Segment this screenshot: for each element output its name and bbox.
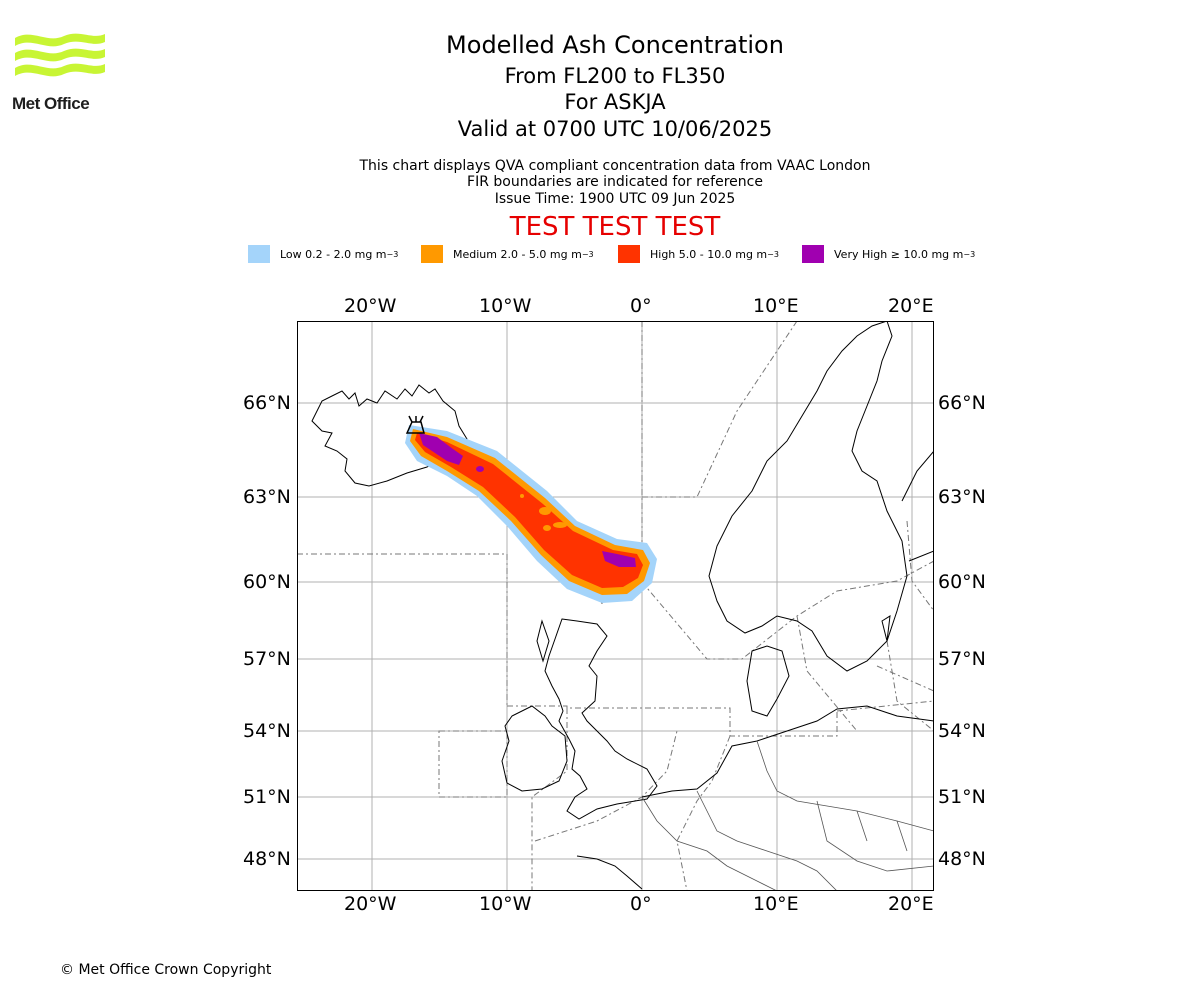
lat-label-right-48n: 48°N	[938, 848, 986, 870]
lon-label-bottom-0: 0°	[630, 893, 652, 915]
legend-swatch-low	[248, 245, 270, 263]
lat-label-left-63n: 63°N	[243, 486, 291, 508]
legend-swatch-medium	[421, 245, 443, 263]
flight-levels: From FL200 to FL350	[504, 64, 726, 88]
lat-label-left-48n: 48°N	[243, 848, 291, 870]
description-line-1: This chart displays QVA compliant concen…	[359, 158, 871, 174]
coastlines	[311, 321, 934, 890]
legend-item-medium: Medium 2.0 - 5.0 mg m −3	[421, 244, 594, 264]
graticule	[297, 321, 934, 891]
legend-label-low: Low 0.2 - 2.0 mg m	[280, 247, 387, 261]
lat-label-right-51n: 51°N	[938, 786, 986, 808]
legend-item-high: High 5.0 - 10.0 mg m −3	[618, 244, 779, 264]
lat-label-right-57n: 57°N	[938, 648, 986, 670]
map-frame	[297, 321, 934, 891]
ash-plume	[405, 425, 657, 603]
volcano-name: For ASKJA	[564, 90, 666, 114]
issue-time: Issue Time: 1900 UTC 09 Jun 2025	[494, 191, 736, 207]
lon-label-top-10e: 10°E	[753, 295, 799, 317]
ash-very-high-patches	[419, 433, 636, 567]
legend-label-medium: Medium 2.0 - 5.0 mg m	[453, 247, 582, 261]
lat-label-right-60n: 60°N	[938, 571, 986, 593]
lon-label-top-0: 0°	[630, 295, 652, 317]
lat-label-left-66n: 66°N	[243, 392, 291, 414]
lon-label-bottom-10e: 10°E	[753, 893, 799, 915]
lon-label-top-20w: 20°W	[344, 295, 397, 317]
legend-label-very-high: Very High ≥ 10.0 mg m	[834, 247, 964, 261]
legend-item-low: Low 0.2 - 2.0 mg m −3	[248, 244, 398, 264]
lon-label-bottom-20e: 20°E	[888, 893, 934, 915]
valid-time: Valid at 0700 UTC 10/06/2025	[457, 117, 773, 141]
ash-medium-patches	[520, 489, 567, 531]
ash-concentration-map	[297, 321, 934, 891]
met-office-logo: Met Office	[12, 30, 112, 115]
country-borders	[641, 740, 934, 891]
chart-title: Modelled Ash Concentration	[446, 31, 784, 59]
volcano-marker-icon	[405, 415, 425, 434]
legend-swatch-very-high	[802, 245, 824, 263]
lat-label-left-57n: 57°N	[243, 648, 291, 670]
copyright-notice: © Met Office Crown Copyright	[60, 962, 272, 978]
lon-label-bottom-10w: 10°W	[479, 893, 532, 915]
lat-label-left-60n: 60°N	[243, 571, 291, 593]
lat-label-left-51n: 51°N	[243, 786, 291, 808]
fir-boundaries	[297, 321, 934, 891]
lat-label-right-54n: 54°N	[938, 720, 986, 742]
legend-item-very-high: Very High ≥ 10.0 mg m −3	[802, 244, 975, 264]
legend-swatch-high	[618, 245, 640, 263]
test-banner: TEST TEST TEST	[509, 212, 721, 242]
description-line-2: FIR boundaries are indicated for referen…	[467, 174, 763, 190]
met-office-waves-logo-icon	[15, 33, 105, 77]
lon-label-top-10w: 10°W	[479, 295, 532, 317]
logo-text: Met Office	[12, 94, 90, 113]
legend-label-high: High 5.0 - 10.0 mg m	[650, 247, 768, 261]
lon-label-bottom-20w: 20°W	[344, 893, 397, 915]
lat-label-right-63n: 63°N	[938, 486, 986, 508]
lat-label-left-54n: 54°N	[243, 720, 291, 742]
lon-label-top-20e: 20°E	[888, 295, 934, 317]
lat-label-right-66n: 66°N	[938, 392, 986, 414]
ash-high-region	[415, 433, 643, 588]
